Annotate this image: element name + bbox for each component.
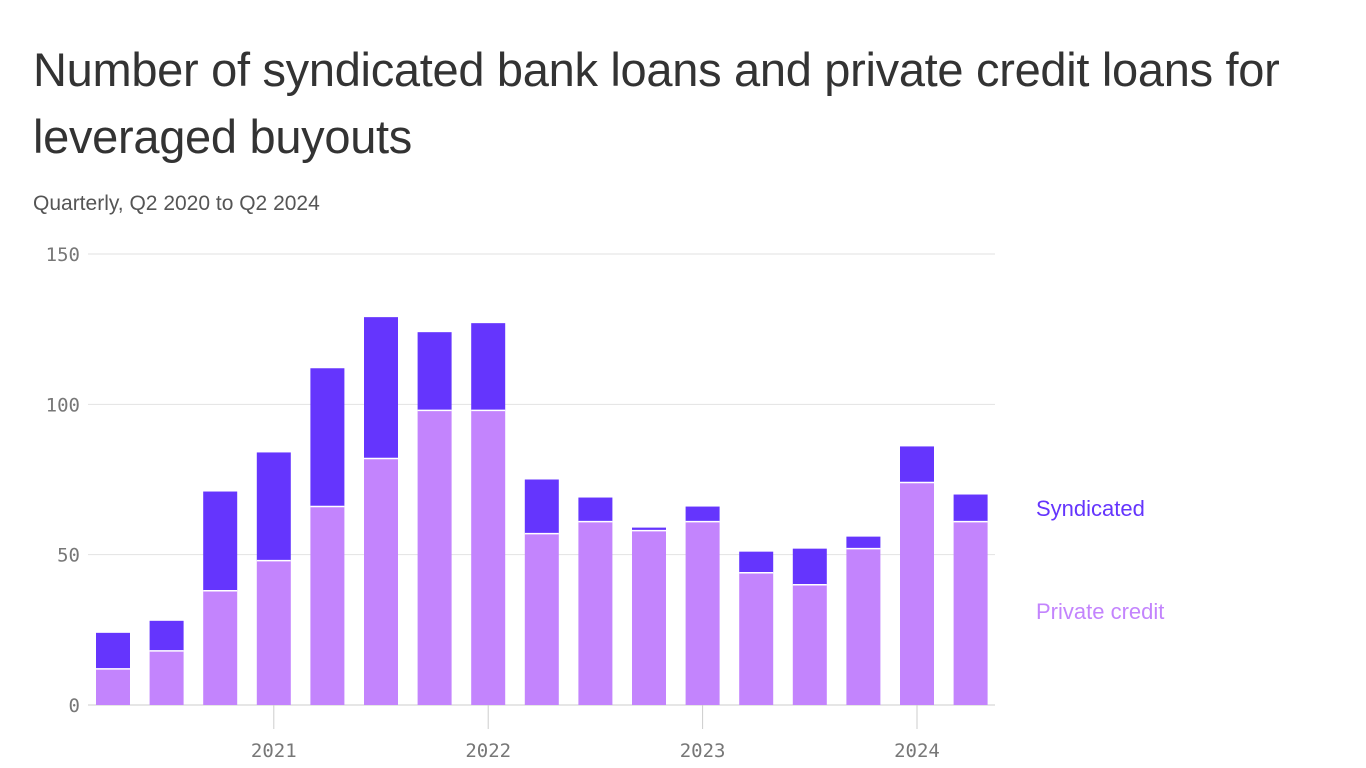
x-tick-label: 2022 — [465, 740, 511, 762]
bar-private-credit — [524, 533, 559, 705]
bar-syndicated — [203, 491, 238, 591]
bar-private-credit — [846, 548, 881, 705]
bar-private-credit — [96, 668, 130, 705]
bar-private-credit — [471, 410, 506, 705]
bar-syndicated — [471, 323, 506, 411]
chart-title: Number of syndicated bank loans and priv… — [33, 43, 1280, 163]
bar-private-credit — [578, 521, 613, 705]
bar-private-credit — [310, 506, 345, 705]
legend-syndicated: Syndicated — [1036, 496, 1145, 521]
chart-subtitle: Quarterly, Q2 2020 to Q2 2024 — [33, 192, 320, 215]
bar-syndicated — [739, 551, 774, 573]
bar-private-credit — [739, 572, 774, 705]
bar-syndicated — [632, 527, 666, 531]
y-tick-label: 0 — [69, 695, 80, 717]
bar-syndicated — [417, 332, 452, 411]
bar-syndicated — [792, 548, 827, 585]
y-tick-label: 150 — [46, 244, 80, 266]
bar-private-credit — [953, 521, 988, 705]
bar-private-credit — [900, 482, 934, 705]
bar-private-credit — [149, 650, 184, 705]
bar-syndicated — [96, 632, 130, 669]
bar-syndicated — [256, 452, 291, 561]
bar-private-credit — [685, 521, 720, 705]
bar-syndicated — [310, 368, 345, 507]
x-tick-label: 2021 — [251, 740, 297, 762]
bar-syndicated — [578, 497, 613, 522]
legend-private-credit: Private credit — [1036, 599, 1164, 624]
bar-syndicated — [364, 317, 398, 459]
bar-private-credit — [632, 530, 666, 705]
bar-syndicated — [846, 536, 881, 549]
bar-private-credit — [203, 590, 238, 705]
bar-syndicated — [900, 446, 934, 483]
bar-syndicated — [524, 479, 559, 534]
x-tick-label: 2024 — [894, 740, 940, 762]
bar-syndicated — [953, 494, 988, 522]
bar-private-credit — [417, 410, 452, 705]
bar-private-credit — [364, 458, 398, 705]
x-tick-label: 2023 — [680, 740, 726, 762]
y-tick-label: 100 — [46, 394, 80, 416]
bar-private-credit — [792, 584, 827, 705]
bar-syndicated — [149, 620, 184, 651]
bar-syndicated — [685, 506, 720, 522]
y-tick-label: 50 — [57, 545, 80, 567]
bar-private-credit — [256, 560, 291, 705]
